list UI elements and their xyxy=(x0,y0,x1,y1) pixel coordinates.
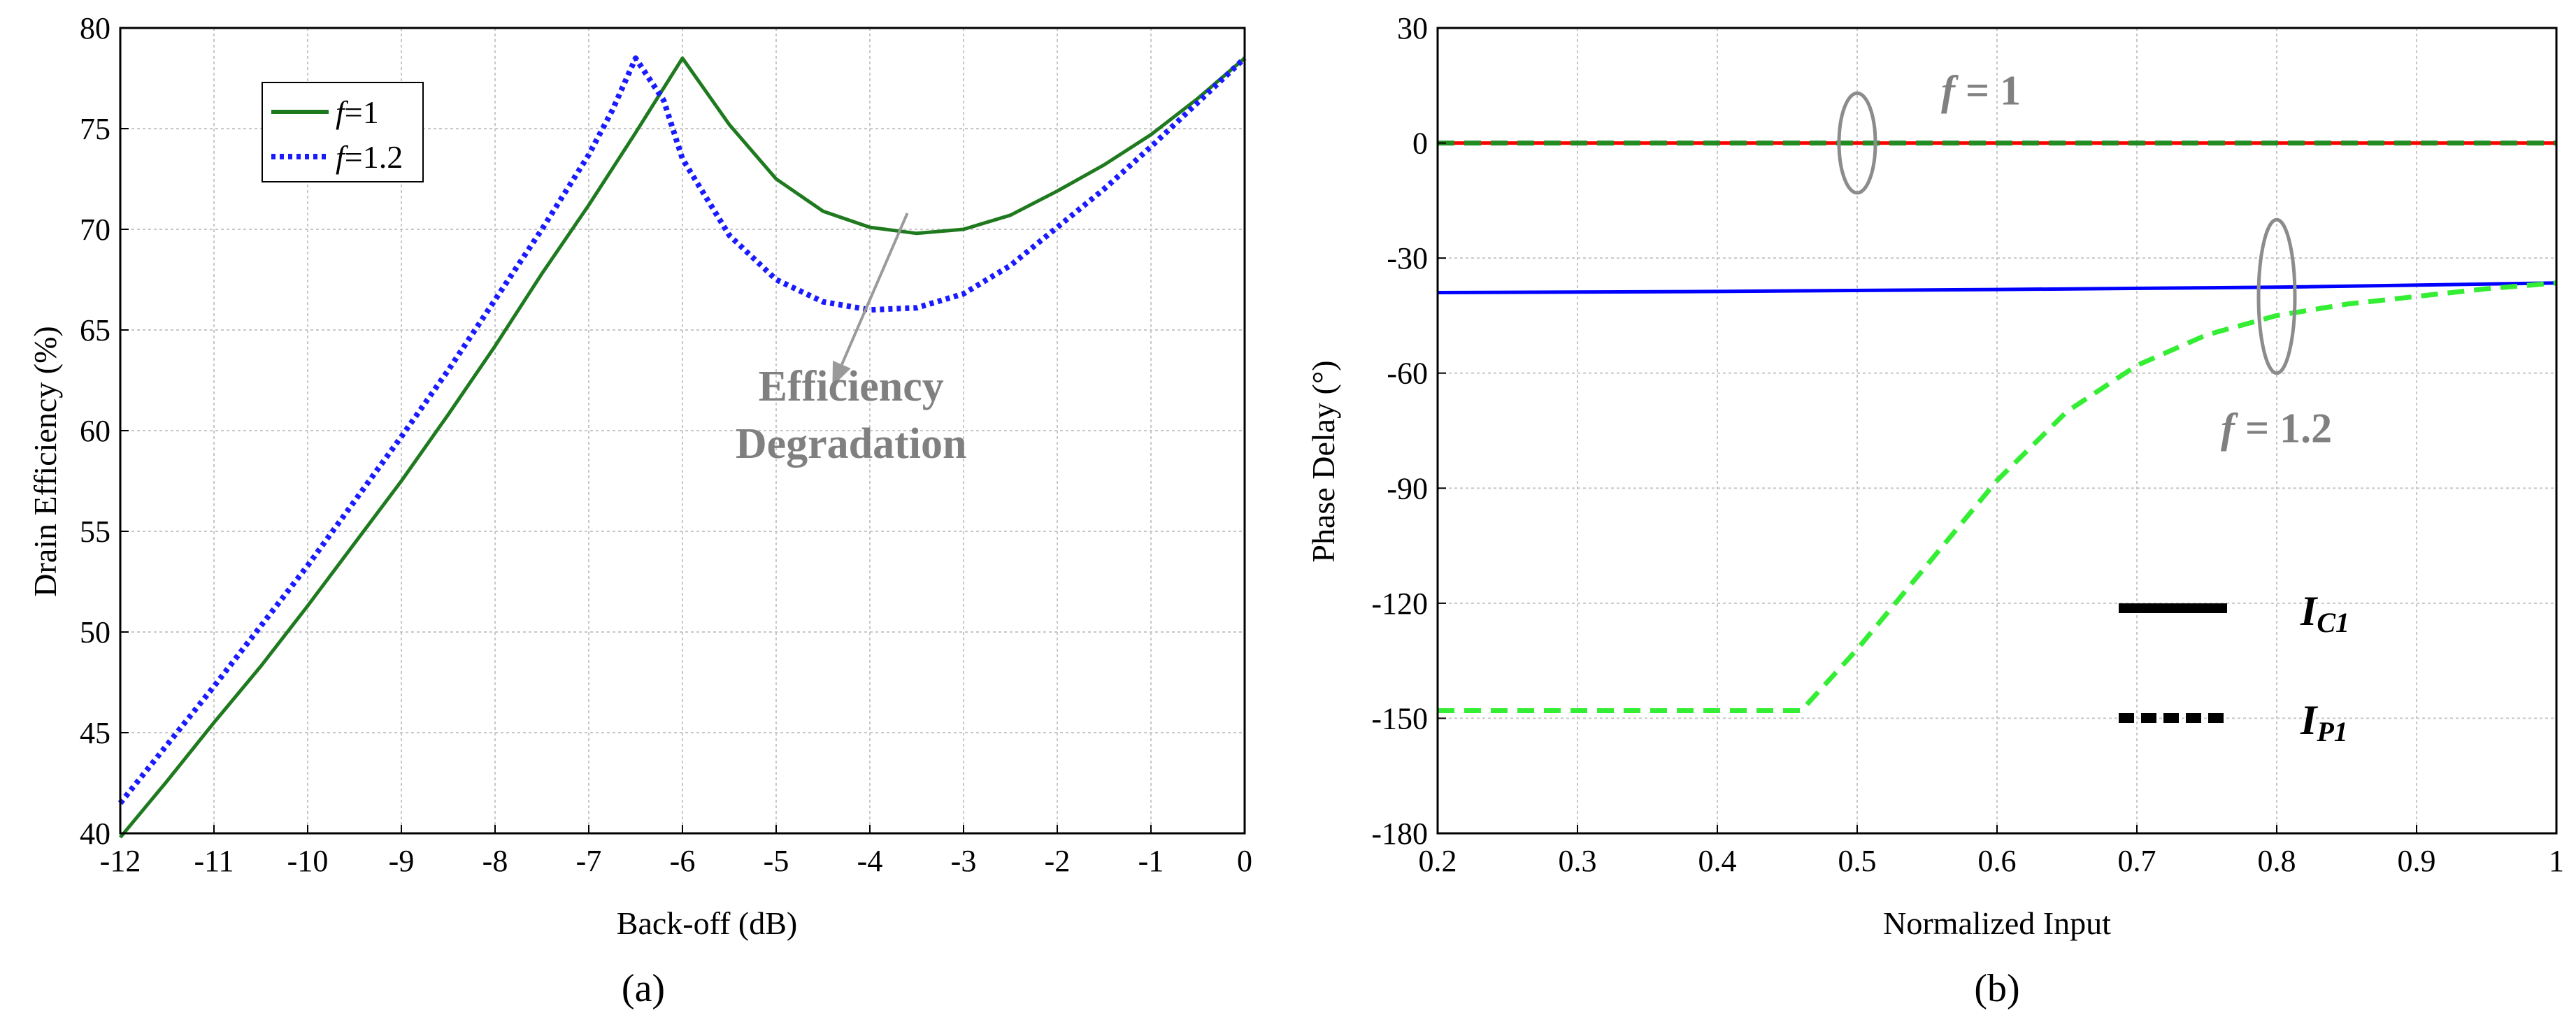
chart-b-xtick-label: 0.6 xyxy=(1978,844,2017,878)
chart-b-xtick-label: 0.7 xyxy=(2118,844,2156,878)
chart-a-ytick-label: 60 xyxy=(80,414,110,448)
chart-b-xtick-label: 1 xyxy=(2549,844,2564,878)
chart-b-ytick-label: -150 xyxy=(1371,701,1428,735)
chart-a-ytick-label: 55 xyxy=(80,515,110,549)
chart-b-ytick-label: 0 xyxy=(1412,127,1428,161)
chart-a-xtick-label: -11 xyxy=(194,844,234,878)
chart-a-series-0-line xyxy=(119,56,1246,839)
chart-a-xtick-label: -12 xyxy=(100,844,141,878)
chart-b-annotation-f12-rest: = 1.2 xyxy=(2235,405,2332,451)
chart-a-ytick-label: 45 xyxy=(80,716,110,750)
chart-a-xtick-label: -4 xyxy=(857,844,883,878)
chart-b-ytick-label: -120 xyxy=(1371,587,1428,621)
chart-b-legend: IC1 IP1 xyxy=(2119,588,2349,747)
chart-b-ytick-label: -30 xyxy=(1387,241,1428,275)
chart-a-xtick-label: -7 xyxy=(576,844,602,878)
chart-a-caption: (a) xyxy=(622,967,665,1010)
chart-b-ticks: 0.2 0.3 0.4 0.5 0.6 0.7 0.8 0.9 1 30 0 -30 -60 -90 -12… xyxy=(1371,11,2564,878)
chart-a-xtick-label: -6 xyxy=(670,844,696,878)
chart-a-ylabel: Drain Efficiency (%) xyxy=(27,326,63,596)
chart-a-series xyxy=(117,55,1247,839)
chart-a-xtick-label: -9 xyxy=(389,844,415,878)
chart-b-annotation-f12: f = 1.2 xyxy=(2221,405,2332,451)
chart-b-ylabel: Phase Delay (°) xyxy=(1305,360,1341,562)
chart-b-ytick-label: 30 xyxy=(1397,11,1428,45)
chart-a-annotation-arrow xyxy=(840,213,909,366)
chart-b-xtick-label: 0.5 xyxy=(1838,844,1877,878)
chart-a-ytick-label: 80 xyxy=(80,11,110,45)
chart-a-annotation-line2: Degradation xyxy=(736,420,967,468)
chart-b: f = 1 f = 1.2 IC1 IP1 0.2 0.3 0.4 0.5 0.6 0.7… xyxy=(1305,11,2564,1010)
chart-a-ytick-label: 70 xyxy=(80,213,110,247)
chart-a-legend-label-f1: f=1 xyxy=(336,94,379,130)
chart-a-legend-f12-rest: =1.2 xyxy=(345,139,403,175)
chart-a-ticks: -12 -11 -10 -9 -8 -7 -6 -5 -4 -3 -2 -1 0404550556065… xyxy=(80,11,1252,878)
chart-b-series-2-line xyxy=(1437,281,2557,294)
chart-b-xtick-label: 0.3 xyxy=(1559,844,1597,878)
chart-a-legend: f=1 f=1.2 xyxy=(262,82,424,182)
chart-b-ytick-label: -90 xyxy=(1387,471,1428,505)
chart-b-ellipse-f12 xyxy=(2256,217,2297,375)
chart-b-annotations: f = 1 f = 1.2 xyxy=(1837,68,2332,451)
chart-b-ytick-label: -60 xyxy=(1387,357,1428,391)
chart-a-annotation-line1: Efficiency xyxy=(759,363,944,410)
chart-b-legend-label-ic1: IC1 xyxy=(2300,588,2349,638)
chart-a-series-1-line xyxy=(117,55,1247,805)
chart-a-xtick-label: -3 xyxy=(951,844,977,878)
chart-a-xtick-label: -5 xyxy=(764,844,789,878)
chart-b-legend-ip1-sub: P1 xyxy=(2316,716,2347,747)
chart-a-annotation: Efficiency Degradation xyxy=(736,213,967,468)
chart-a-ytick-label: 50 xyxy=(80,615,110,649)
chart-b-series-3-line xyxy=(1438,280,2557,713)
chart-b-series xyxy=(1437,141,2557,713)
chart-b-xtick-label: 0.2 xyxy=(1419,844,1457,878)
chart-b-legend-ip1-main: I xyxy=(2300,697,2319,743)
chart-b-caption: (b) xyxy=(1974,967,2019,1010)
chart-a-ytick-label: 40 xyxy=(80,817,110,851)
chart-b-xtick-label: 0.4 xyxy=(1698,844,1737,878)
chart-a-ytick-label: 65 xyxy=(80,313,110,347)
chart-a-annotation-arrowhead xyxy=(832,360,851,387)
chart-b-xlabel: Normalized Input xyxy=(1883,905,2111,941)
chart-a-xtick-label: -10 xyxy=(287,844,329,878)
chart-a-xtick-label: -8 xyxy=(482,844,508,878)
chart-b-legend-label-ip1: IP1 xyxy=(2300,697,2348,747)
chart-a-xtick-label: -2 xyxy=(1045,844,1071,878)
chart-a-xlabel: Back-off (dB) xyxy=(617,905,797,941)
chart-b-xtick-label: 0.8 xyxy=(2258,844,2296,878)
chart-a: Efficiency Degradation -12 -11 -10 -9 -8 -7 -6… xyxy=(27,11,1252,1010)
chart-b-ytick-label: -180 xyxy=(1371,817,1428,851)
chart-a-ytick-label: 75 xyxy=(80,112,110,146)
chart-b-ellipse-f1 xyxy=(1837,91,1877,195)
chart-a-xtick-label: -1 xyxy=(1138,844,1164,878)
chart-b-legend-ic1-main: I xyxy=(2300,588,2319,634)
chart-a-legend-box xyxy=(262,82,424,182)
chart-b-legend-ic1-sub: C1 xyxy=(2317,607,2349,638)
chart-a-legend-f1-rest: =1 xyxy=(345,94,379,130)
chart-a-xtick-label: 0 xyxy=(1237,844,1252,878)
chart-b-xtick-label: 0.9 xyxy=(2398,844,2436,878)
chart-b-annotation-f1-rest: = 1 xyxy=(1955,68,2021,114)
chart-a-legend-label-f12: f=1.2 xyxy=(336,139,403,175)
chart-b-annotation-f1: f = 1 xyxy=(1941,68,2021,114)
